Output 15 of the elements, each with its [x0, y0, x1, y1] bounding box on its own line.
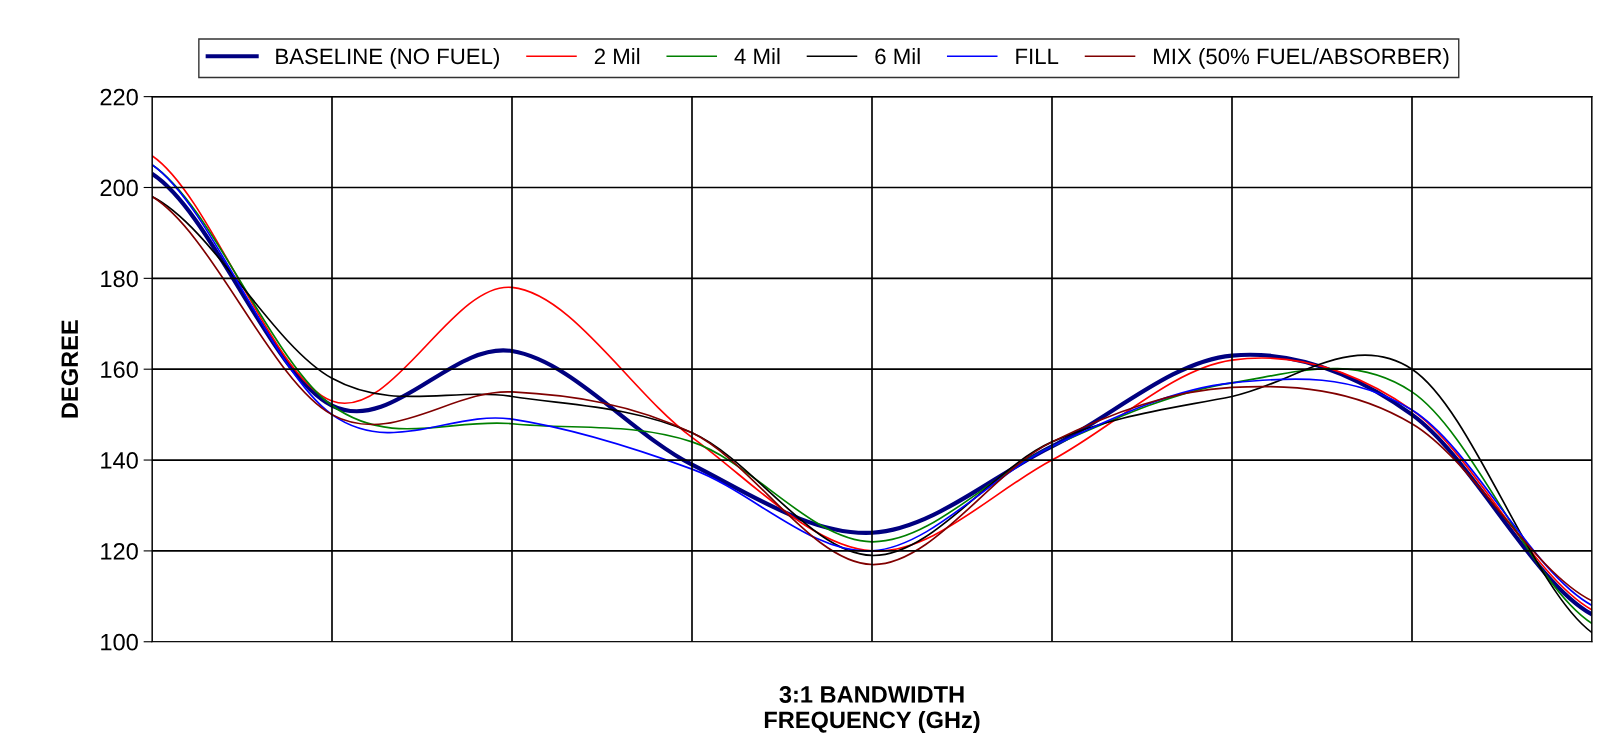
y-tick-label: 180 — [101, 270, 138, 288]
legend-label: 4 Mil — [734, 47, 780, 65]
y-axis-title: DEGREE — [61, 320, 79, 418]
legend-label: FILL — [1016, 48, 1059, 65]
legend-label: MIX (50% FUEL/ABSORBER) — [1154, 47, 1449, 69]
y-tick-label: 100 — [101, 633, 138, 651]
legend-label: BASELINE (NO FUEL) — [276, 47, 499, 69]
y-tick-label: 120 — [101, 542, 138, 560]
y-tick-label: 220 — [100, 88, 138, 106]
y-tick-label: 200 — [100, 179, 138, 197]
legend-label: 6 Mil — [875, 47, 920, 65]
x-axis-title: 3:1 BANDWIDTH FREQUENCY (GHz) — [764, 686, 980, 733]
y-tick-label: 140 — [101, 452, 138, 469]
y-tick-label: 160 — [101, 361, 138, 378]
legend-label: 2 Mil — [594, 47, 640, 65]
